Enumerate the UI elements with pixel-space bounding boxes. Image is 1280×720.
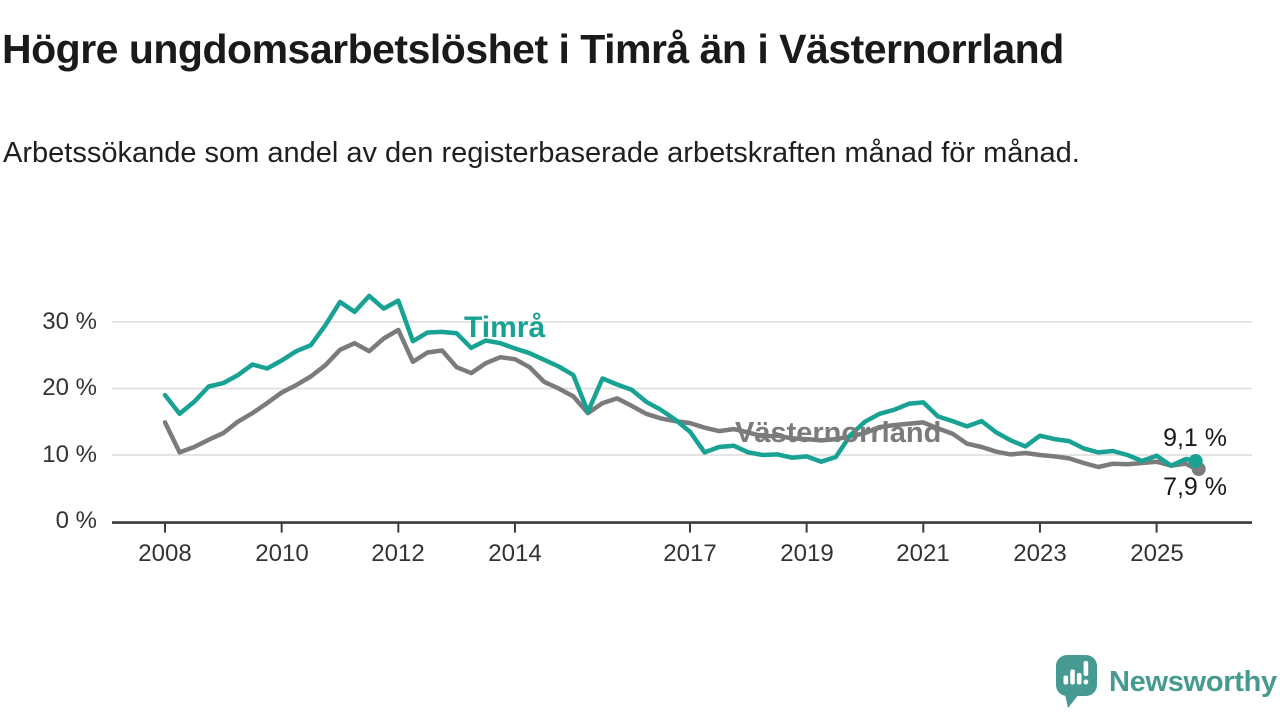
y-axis-label-10: 10 % [42,441,97,468]
y-axis-label-0: 0 % [55,507,97,534]
end-value-label-timra: 9,1 % [1163,424,1227,452]
x-axis-label-2021: 2021 [896,540,950,567]
line-timr [162,293,1198,468]
chart-subtitle: Arbetssökande som andel av den registerb… [3,137,1080,169]
end-dot-timra [1188,454,1203,469]
y-axis-label-20: 20 % [42,374,97,401]
chart-title: Högre ungdomsarbetslöshet i Timrå än i V… [2,26,1064,72]
x-axis-label-2023: 2023 [1013,540,1067,567]
newsworthy-brand-text: Newsworthy [1109,665,1277,698]
series-label-timra: Timrå [464,311,546,344]
x-axis-label-2017: 2017 [663,540,717,567]
series-label-vasternorrland: Västernorrland [735,417,942,449]
newsworthy-brand: Newsworthy [1055,652,1280,712]
x-axis-label-2010: 2010 [255,540,309,567]
end-value-label-vasternorrland: 7,9 % [1163,473,1227,501]
line-vsternorrland [162,327,1198,472]
x-axis-label-2014: 2014 [488,540,542,567]
x-axis-label-2008: 2008 [138,540,192,567]
x-axis-label-2012: 2012 [371,540,425,567]
newsworthy-logo-icon [1056,655,1097,708]
x-axis-label-2019: 2019 [780,540,834,567]
y-axis-label-30: 30 % [42,308,97,335]
x-axis-label-2025: 2025 [1130,540,1184,567]
